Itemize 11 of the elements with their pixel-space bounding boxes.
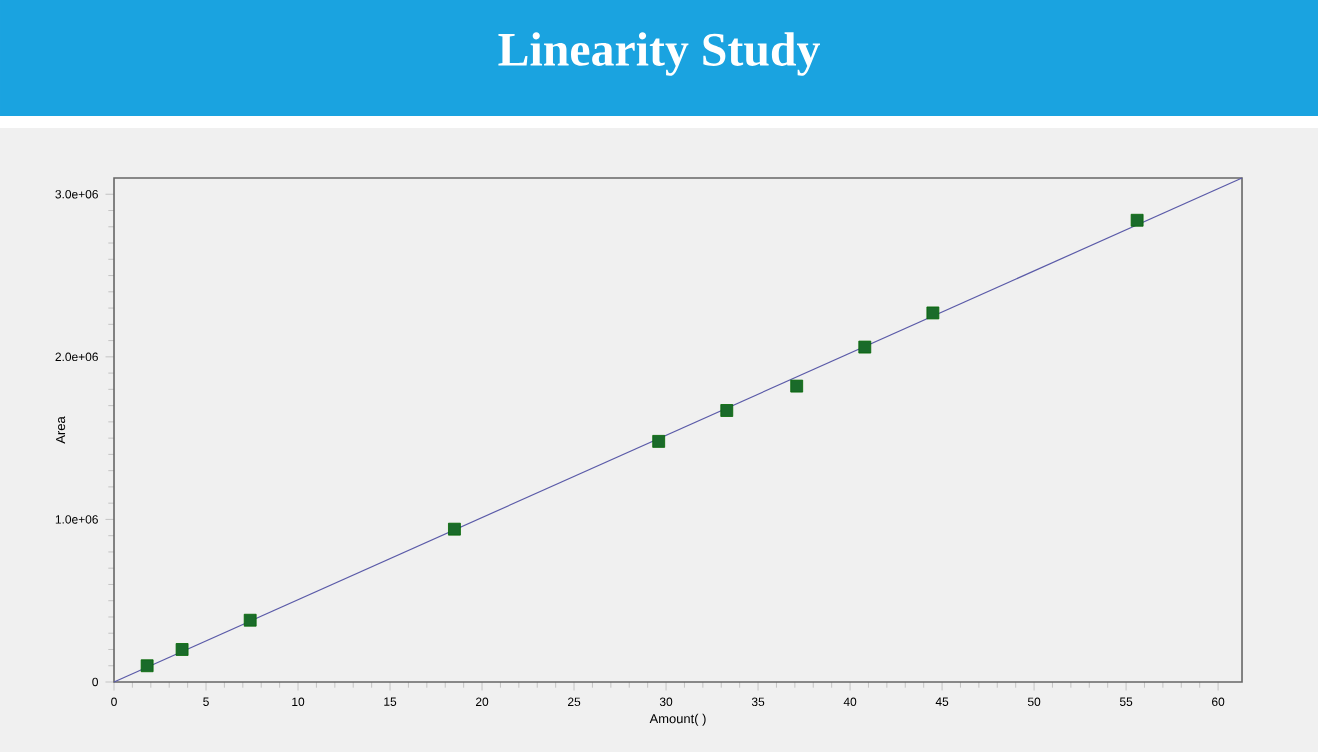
point — [448, 522, 461, 536]
point — [140, 659, 154, 673]
point — [1130, 213, 1144, 227]
point — [175, 643, 189, 656]
point — [720, 404, 734, 417]
chart-title: Linearity Study — [498, 32, 820, 76]
point — [858, 340, 872, 354]
point — [243, 613, 257, 627]
point — [652, 435, 666, 448]
point — [790, 379, 804, 393]
point — [926, 306, 940, 320]
